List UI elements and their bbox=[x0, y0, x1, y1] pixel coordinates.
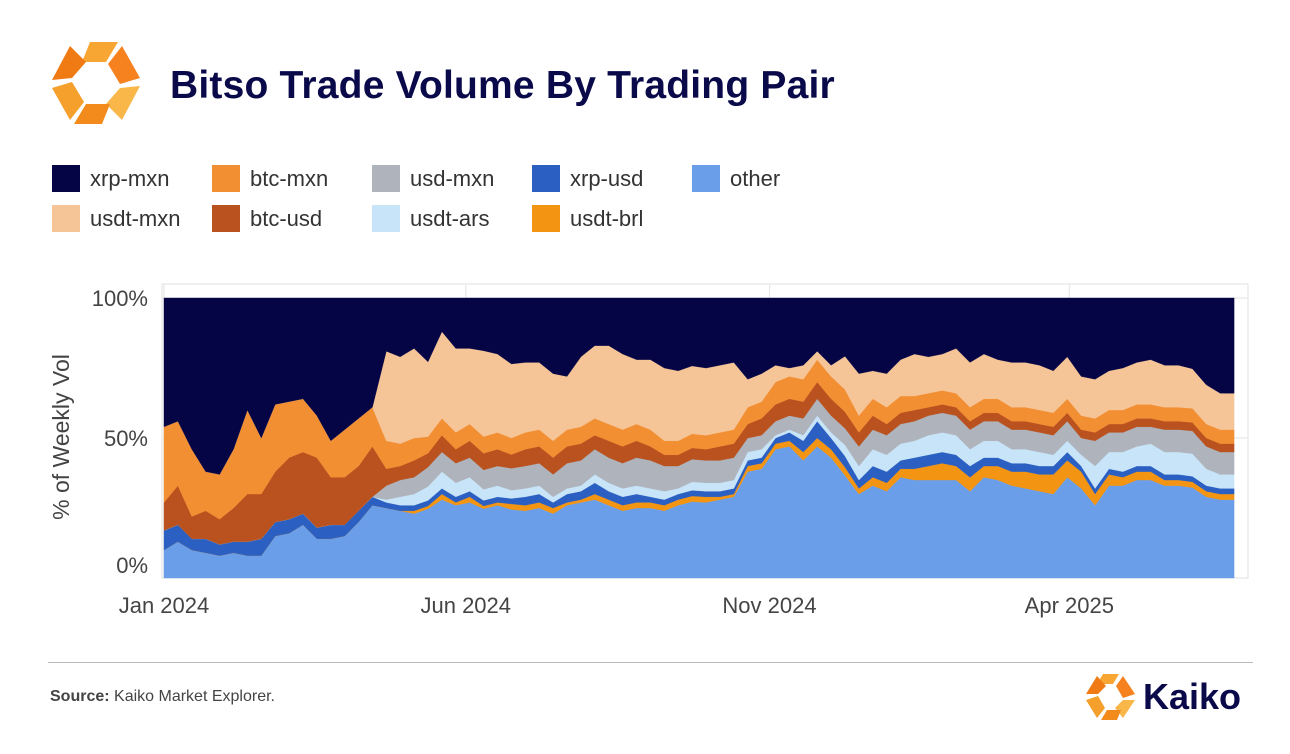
legend-item-xrp-mxn: xrp-mxn bbox=[52, 165, 169, 192]
legend-item-btc-usd: btc-usd bbox=[212, 205, 322, 232]
legend-swatch bbox=[372, 205, 400, 232]
area-series-group bbox=[163, 297, 1235, 579]
legend-item-usdt-mxn: usdt-mxn bbox=[52, 205, 180, 232]
x-tick-label: Jan 2024 bbox=[119, 593, 210, 618]
legend-label: xrp-mxn bbox=[90, 165, 170, 191]
y-axis-ticks: 0% 50% 100% bbox=[92, 286, 148, 578]
legend-swatch bbox=[692, 165, 720, 192]
legend-label: btc-usd bbox=[250, 205, 323, 231]
x-tick-label: Jun 2024 bbox=[420, 593, 511, 618]
source-note: Source: Kaiko Market Explorer. bbox=[50, 688, 275, 706]
legend-swatch bbox=[212, 165, 240, 192]
legend-label: btc-mxn bbox=[250, 165, 329, 191]
page-title: Bitso Trade Volume By Trading Pair bbox=[170, 64, 835, 107]
x-tick-label: Nov 2024 bbox=[722, 593, 816, 618]
y-axis-label: % of Weekly Vol bbox=[48, 354, 74, 520]
y-tick-label: 100% bbox=[92, 286, 148, 311]
legend-label: xrp-usd bbox=[570, 165, 644, 191]
x-axis-ticks: Jan 2024 Jun 2024 Nov 2024 Apr 2025 bbox=[119, 593, 1114, 618]
chart-legend: xrp-mxn usdt-mxn btc-mxn btc-usd usd-mxn usdt… bbox=[52, 165, 952, 235]
legend-swatch bbox=[532, 205, 560, 232]
legend-label: usdt-ars bbox=[410, 205, 490, 231]
y-tick-label: 50% bbox=[104, 426, 148, 451]
brand-name: Kaiko bbox=[1143, 676, 1242, 717]
bitso-logo-icon bbox=[52, 42, 140, 124]
area-xrp-mxn bbox=[163, 297, 1235, 475]
legend-swatch bbox=[372, 165, 400, 192]
legend-item-usd-mxn: usd-mxn bbox=[372, 165, 494, 192]
legend-label: usdt-mxn bbox=[90, 205, 181, 231]
legend-item-usdt-ars: usdt-ars bbox=[372, 205, 489, 232]
legend-label: other bbox=[730, 165, 781, 191]
stacked-area-chart: 0% 50% 100% Jan 2024 Jun 2024 Nov 2024 Apr 20… bbox=[48, 283, 1249, 618]
x-tick-label: Apr 2025 bbox=[1025, 593, 1114, 618]
legend-item-btc-mxn: btc-mxn bbox=[212, 165, 328, 192]
legend-item-other: other bbox=[692, 165, 780, 192]
legend-label: usd-mxn bbox=[410, 165, 495, 191]
footer-divider bbox=[48, 662, 1253, 663]
kaiko-brand: Kaiko bbox=[1085, 672, 1241, 722]
legend-item-usdt-brl: usdt-brl bbox=[532, 205, 643, 232]
legend-label: usdt-brl bbox=[570, 205, 644, 231]
kaiko-logo-icon bbox=[1086, 674, 1135, 720]
legend-item-xrp-usd: xrp-usd bbox=[532, 165, 643, 192]
source-text: Kaiko Market Explorer. bbox=[114, 688, 275, 705]
legend-swatch bbox=[532, 165, 560, 192]
y-tick-label: 0% bbox=[116, 553, 148, 578]
legend-swatch bbox=[212, 205, 240, 232]
source-label: Source: bbox=[50, 688, 110, 705]
legend-swatch bbox=[52, 205, 80, 232]
legend-swatch bbox=[52, 165, 80, 192]
